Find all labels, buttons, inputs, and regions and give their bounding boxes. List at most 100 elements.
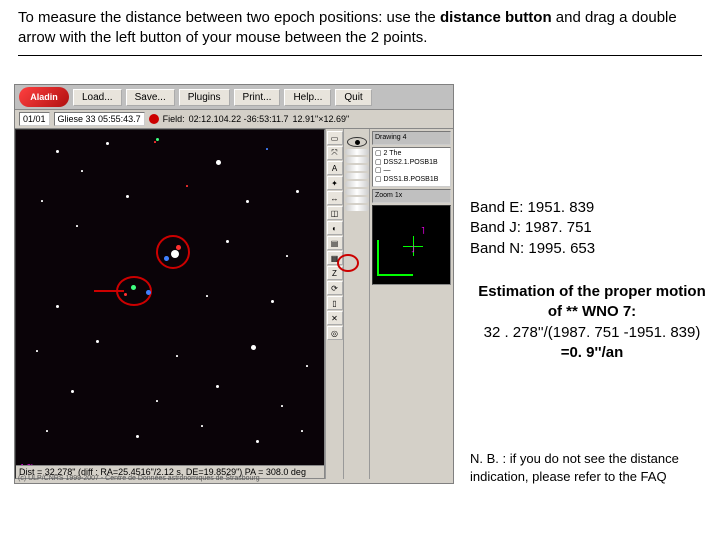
mini-view[interactable]: ˥ ˩ bbox=[372, 205, 451, 285]
opacity-wedge-4[interactable] bbox=[345, 173, 369, 179]
contrast-tool-icon[interactable]: ◐ bbox=[327, 221, 343, 235]
calc-result: =0. 9''/an bbox=[470, 343, 714, 363]
opacity-wedge-1[interactable] bbox=[345, 149, 369, 155]
nb-note: N. B. : if you do not see the distance i… bbox=[470, 450, 714, 485]
star bbox=[124, 293, 127, 296]
star bbox=[56, 305, 59, 308]
star bbox=[296, 190, 299, 193]
layers-box[interactable]: ▢ 2 The ▢ DSS2.1.POSB1B ▢ — ▢ DSS1.B.POS… bbox=[372, 147, 451, 187]
star bbox=[246, 200, 249, 203]
mini-marker-2: ˩ bbox=[411, 244, 415, 255]
star bbox=[256, 440, 259, 443]
side-panel: Drawing 4 ▢ 2 The ▢ DSS2.1.POSB1B ▢ — ▢ … bbox=[369, 129, 453, 479]
drawing-label: Drawing 4 bbox=[372, 131, 451, 145]
distance-tool-icon[interactable]: ↔ bbox=[327, 191, 343, 205]
dial-column bbox=[343, 129, 369, 479]
star bbox=[126, 195, 129, 198]
calculation-block: Estimation of the proper motion of ** WN… bbox=[470, 282, 714, 363]
grid-tool-icon[interactable]: ▦ bbox=[327, 251, 343, 265]
status-object: Gliese 33 05:55:43.7 bbox=[54, 112, 145, 126]
star bbox=[156, 400, 158, 402]
layer-3: ▢ — bbox=[375, 167, 448, 175]
mini-axis-v bbox=[377, 240, 379, 276]
status-frame: 01/01 bbox=[19, 112, 50, 126]
aladin-window: Aladin Load... Save... Plugins Print... … bbox=[14, 84, 454, 484]
star bbox=[136, 435, 139, 438]
opacity-wedge-3[interactable] bbox=[345, 165, 369, 171]
opacity-wedge-7[interactable] bbox=[345, 197, 369, 203]
quit-button[interactable]: Quit bbox=[335, 89, 371, 106]
star bbox=[71, 390, 74, 393]
field-label: Field: bbox=[163, 114, 185, 124]
annotation-arrow bbox=[94, 290, 124, 292]
tool-column: ▭ ⤧ A ✦ ↔ ◫ ◐ ▤ ▦ Z ⟳ ▯ ✕ ◎ bbox=[325, 129, 343, 479]
status-coords: 02:12.104.22 -36:53:11.7 bbox=[189, 114, 289, 124]
sky-view[interactable]: 1.0' Dist = 32.278" (diff : RA=25.4516"/… bbox=[15, 129, 325, 479]
star bbox=[154, 141, 156, 143]
star bbox=[131, 285, 136, 290]
instruction-text: To measure the distance between two epoc… bbox=[18, 8, 702, 56]
text-tool-icon[interactable]: A bbox=[327, 161, 343, 175]
load-button[interactable]: Load... bbox=[73, 89, 122, 106]
band-j: Band J: 1987. 751 bbox=[470, 218, 714, 238]
props-tool-icon[interactable]: ◎ bbox=[327, 326, 343, 340]
layer-2: ▢ DSS2.1.POSB1B bbox=[375, 159, 448, 167]
record-icon bbox=[149, 114, 159, 124]
star bbox=[286, 255, 288, 257]
palette-tool-icon[interactable]: ▤ bbox=[327, 236, 343, 250]
star bbox=[216, 385, 219, 388]
star bbox=[251, 345, 256, 350]
star bbox=[146, 290, 151, 295]
calc-formula: 32 . 278''/(1987. 751 -1951. 839) bbox=[470, 323, 714, 343]
star bbox=[201, 425, 203, 427]
zoom-tool-icon[interactable]: Z bbox=[327, 266, 343, 280]
layers-tool-icon[interactable]: ▯ bbox=[327, 296, 343, 310]
star bbox=[46, 430, 48, 432]
status-bar: 01/01 Gliese 33 05:55:43.7 Field: 02:12.… bbox=[15, 110, 453, 129]
app-footer: (c) ULP/CNRS 1999-2007 - Centre de Donné… bbox=[18, 475, 260, 482]
opacity-wedge-2[interactable] bbox=[345, 157, 369, 163]
star bbox=[106, 142, 109, 145]
status-res: 12.91"×12.69" bbox=[293, 114, 350, 124]
opacity-wedge-6[interactable] bbox=[345, 189, 369, 195]
star bbox=[176, 245, 181, 250]
star bbox=[76, 225, 78, 227]
print-button[interactable]: Print... bbox=[234, 89, 281, 106]
bands-block: Band E: 1951. 839 Band J: 1987. 751 Band… bbox=[470, 198, 714, 259]
star bbox=[81, 170, 83, 172]
star bbox=[96, 340, 99, 343]
star bbox=[186, 185, 188, 187]
save-button[interactable]: Save... bbox=[126, 89, 175, 106]
app-logo: Aladin bbox=[19, 87, 69, 107]
star bbox=[226, 240, 229, 243]
star bbox=[306, 365, 308, 367]
plugins-button[interactable]: Plugins bbox=[179, 89, 230, 106]
star bbox=[281, 405, 283, 407]
sync-tool-icon[interactable]: ⟳ bbox=[327, 281, 343, 295]
star bbox=[171, 250, 179, 258]
star bbox=[271, 300, 274, 303]
pointer-tool-icon[interactable]: ▭ bbox=[327, 131, 343, 145]
star bbox=[206, 295, 208, 297]
layer-1: ▢ 2 The bbox=[375, 150, 448, 158]
star bbox=[56, 150, 59, 153]
star bbox=[216, 160, 221, 165]
eye-icon bbox=[347, 137, 367, 147]
opacity-wedge-8[interactable] bbox=[345, 205, 369, 211]
star bbox=[41, 200, 43, 202]
zoom-label: Zoom 1x bbox=[372, 189, 451, 203]
marker-tool-icon[interactable]: ✦ bbox=[327, 176, 343, 190]
instruction-bold: distance button bbox=[440, 9, 552, 26]
star bbox=[36, 350, 38, 352]
pan-tool-icon[interactable]: ⤧ bbox=[327, 146, 343, 160]
opacity-wedge-5[interactable] bbox=[345, 181, 369, 187]
main-area: 1.0' Dist = 32.278" (diff : RA=25.4516"/… bbox=[15, 129, 453, 479]
delete-tool-icon[interactable]: ✕ bbox=[327, 311, 343, 325]
instruction-before: To measure the distance between two epoc… bbox=[18, 9, 440, 26]
help-button[interactable]: Help... bbox=[284, 89, 331, 106]
mini-marker-1: ˥ bbox=[421, 226, 425, 237]
star bbox=[301, 430, 303, 432]
mini-axis-h bbox=[377, 274, 413, 276]
crop-tool-icon[interactable]: ◫ bbox=[327, 206, 343, 220]
layer-4: ▢ DSS1.B.POSB1B bbox=[375, 176, 448, 184]
